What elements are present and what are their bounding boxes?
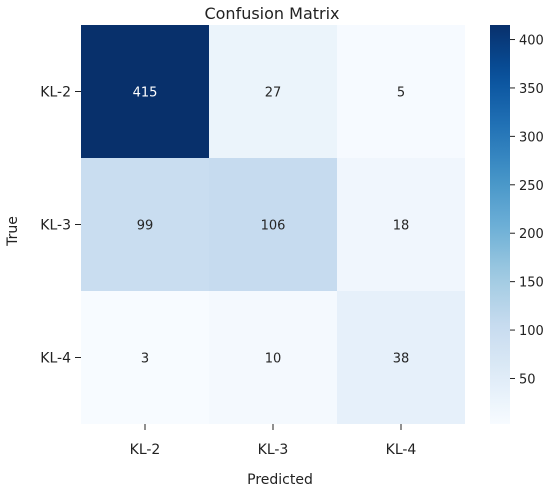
heatmap-cell (81, 291, 209, 424)
heatmap-cell (337, 25, 465, 158)
heatmap-cell (209, 291, 337, 424)
colorbar-tick-label: 300 (519, 130, 544, 145)
heatmap-cell (209, 158, 337, 291)
colorbar-tick-label: 400 (519, 34, 544, 49)
cell-value-label: 10 (265, 352, 282, 367)
cell-value-label: 99 (137, 219, 154, 234)
heatmap-cell (209, 25, 337, 158)
y-tick-label: KL-4 (40, 351, 71, 367)
cell-value-label: 5 (397, 86, 405, 101)
chart-title: Confusion Matrix (204, 4, 339, 23)
heatmap-cell (337, 158, 465, 291)
colorbar: 50 100 150 200 250 300 350 400 (490, 25, 544, 424)
colorbar-tick-label: 350 (519, 82, 544, 97)
colorbar-tick-label: 50 (519, 372, 536, 387)
colorbar-tick-label: 150 (519, 276, 544, 291)
colorbar-gradient (490, 25, 510, 424)
cell-value-label: 38 (393, 352, 410, 367)
y-tick-label: KL-3 (40, 218, 71, 234)
x-tick-label: KL-3 (258, 442, 289, 458)
x-axis-label: Predicted (247, 472, 313, 488)
x-tick-label: KL-4 (386, 442, 417, 458)
y-axis-label: True (5, 216, 21, 247)
x-tick-label: KL-2 (130, 442, 161, 458)
x-axis-ticks: KL-2 KL-3 KL-4 (130, 424, 417, 458)
colorbar-tick-label: 250 (519, 179, 544, 194)
heatmap-cell (337, 291, 465, 424)
heatmap-cell (81, 158, 209, 291)
y-axis-ticks: KL-2 KL-3 KL-4 (40, 85, 81, 367)
cell-value-label: 18 (393, 219, 410, 234)
y-tick-label: KL-2 (40, 85, 71, 101)
colorbar-tick-label: 100 (519, 324, 544, 339)
cell-value-label: 3 (141, 352, 149, 367)
cell-value-label: 415 (133, 86, 158, 101)
heatmap-cell (81, 25, 209, 158)
heatmap-cells: 415 27 5 99 106 18 3 10 38 (81, 25, 465, 424)
colorbar-tick-label: 200 (519, 227, 544, 242)
cell-value-label: 106 (261, 219, 286, 234)
cell-value-label: 27 (265, 86, 282, 101)
